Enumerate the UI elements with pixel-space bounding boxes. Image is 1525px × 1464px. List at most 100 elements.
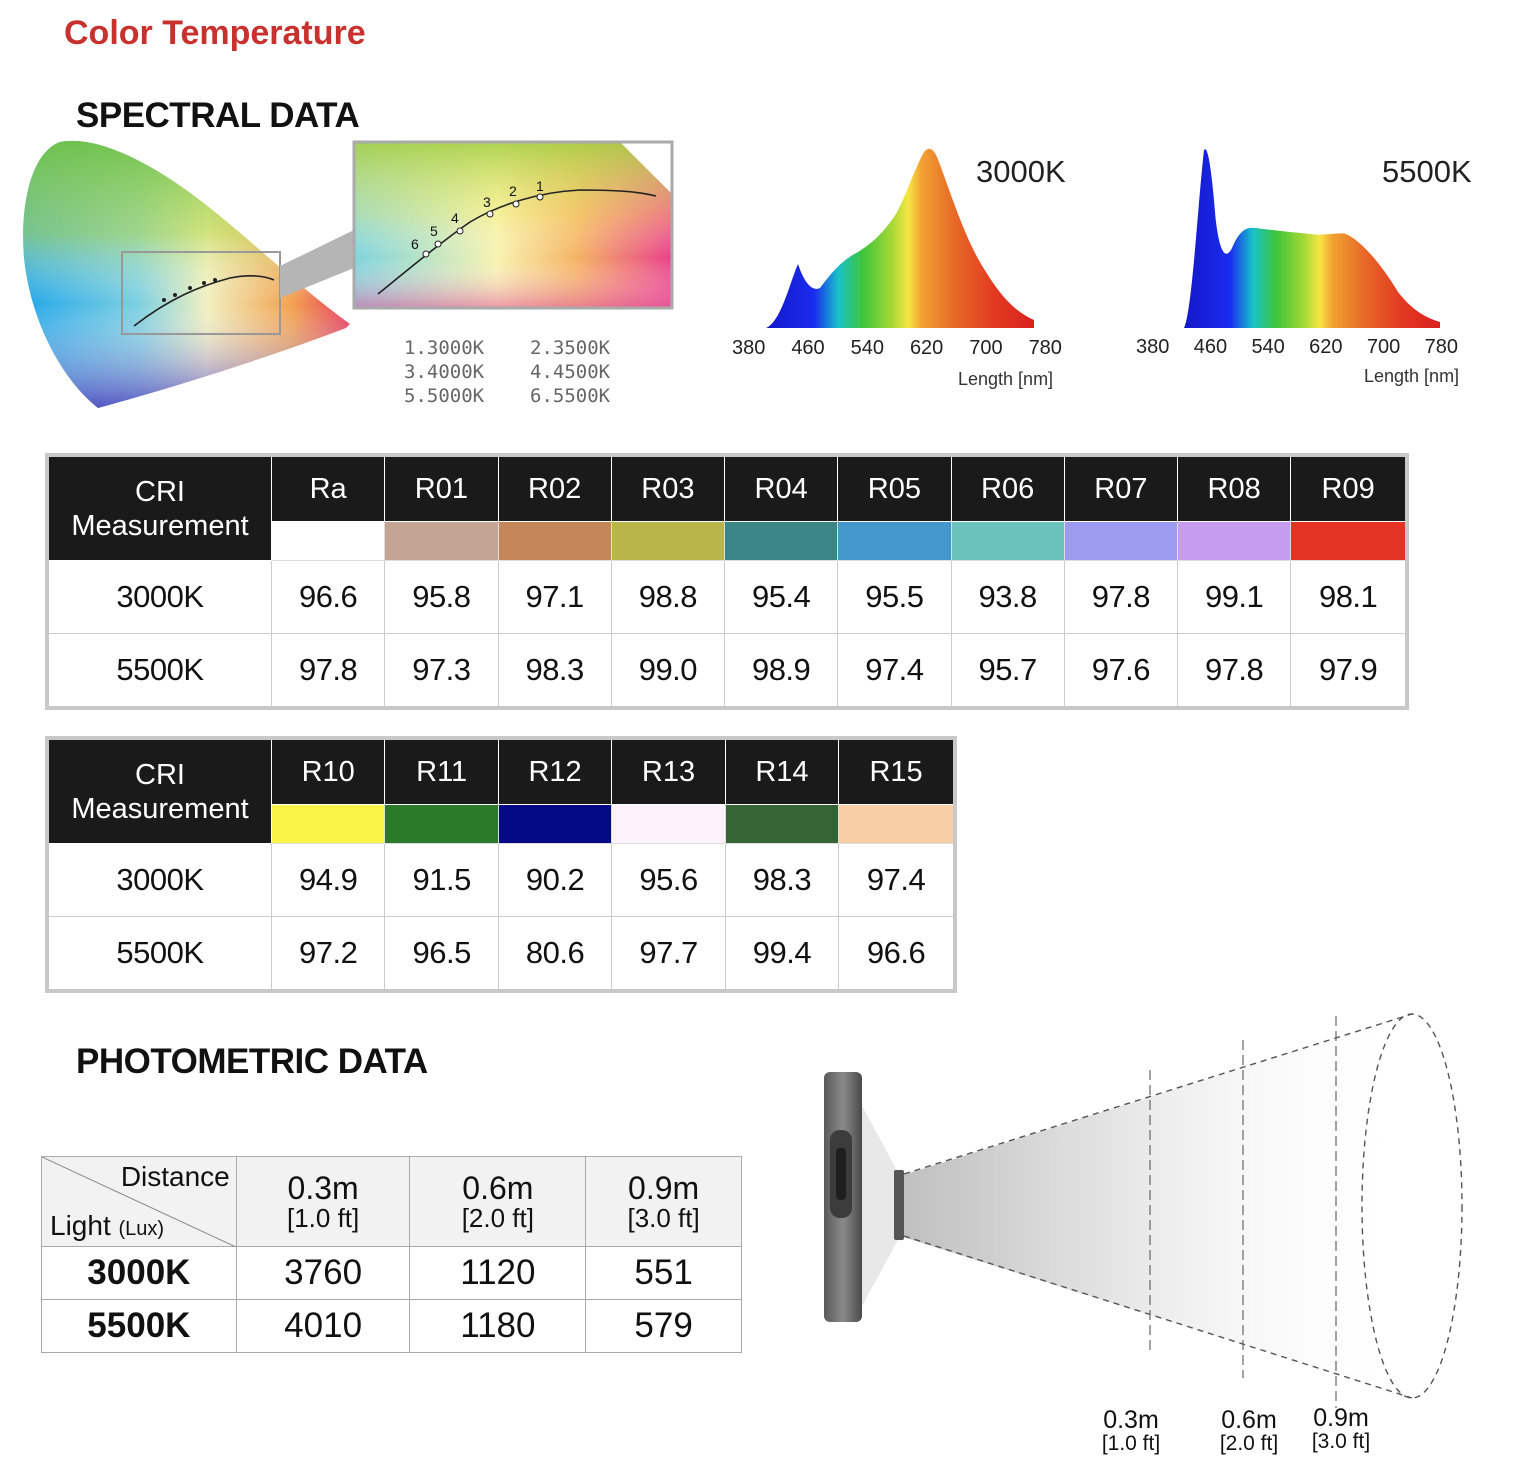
cone-label-ft: [2.0 ft]	[1219, 1432, 1279, 1455]
locus-label-3: 3	[483, 194, 491, 210]
photometric-heading: PHOTOMETRIC DATA	[76, 1042, 428, 1081]
row-label: 3000K	[46, 560, 272, 634]
color-swatch	[497, 521, 612, 561]
table-cell: 4010	[235, 1299, 411, 1353]
axis-tick: 540	[1251, 336, 1285, 358]
spectrum-5500k-label: 5500K	[1382, 154, 1472, 189]
page-title: Color Temperature	[64, 14, 366, 52]
table-cell: 97.1	[497, 560, 612, 634]
column-header: R14	[724, 737, 840, 805]
table-cell: 99.1	[1176, 560, 1292, 634]
cone-label-0.9m: 0.9m [3.0 ft]	[1306, 1405, 1376, 1453]
table-cell: 99.0	[610, 633, 726, 709]
table-cell: 551	[585, 1246, 742, 1300]
axis-tick: 780	[1424, 336, 1458, 358]
legend-item: 6.5500K	[530, 385, 611, 407]
color-swatch	[837, 521, 952, 561]
table-cell: 95.7	[950, 633, 1065, 709]
distance-ft: [1.0 ft]	[286, 1202, 360, 1233]
cie-diagram: 1 2 3 4 5 6	[23, 140, 674, 408]
cri-header-line1: CRI	[135, 475, 185, 508]
spectrum-3000k-label: 3000K	[976, 154, 1066, 189]
locus-label-5: 5	[430, 223, 438, 239]
table-cell: 3760	[235, 1246, 411, 1300]
distance-m: 0.6m	[462, 1169, 534, 1206]
distance-ft: [3.0 ft]	[627, 1202, 700, 1233]
photometric-table: Distance Light (Lux) 0.3m [1.0 ft] 0.6m …	[41, 1156, 742, 1353]
cri-header-cell: CRI Measurement	[46, 737, 272, 844]
legend-item: 5.5000K	[404, 385, 485, 407]
table-cell: 95.6	[611, 843, 726, 917]
table-cell: 97.7	[611, 916, 726, 992]
cone-label-0.6m: 0.6m [2.0 ft]	[1214, 1407, 1284, 1455]
column-header: Ra	[270, 454, 386, 522]
column-header: R08	[1176, 454, 1292, 522]
table-cell: 97.2	[270, 916, 386, 992]
table-row: 3000K 3760 1120 551	[41, 1246, 742, 1300]
cone-label-ft: [1.0 ft]	[1101, 1432, 1161, 1455]
axis-tick: 700	[1366, 336, 1401, 358]
distance-header: 0.9m [3.0 ft]	[585, 1156, 742, 1247]
row-label: 3000K	[41, 1246, 237, 1300]
distance-m: 0.9m	[628, 1169, 700, 1206]
table-cell: 97.4	[838, 843, 956, 917]
table-cell: 97.8	[1176, 633, 1292, 709]
color-swatch	[950, 521, 1065, 561]
distance-header: 0.3m [1.0 ft]	[235, 1156, 411, 1247]
corner-distance-label: Distance	[120, 1161, 230, 1192]
table-cell: 98.3	[497, 633, 612, 709]
table-cell: 98.3	[724, 843, 840, 917]
row-label: 3000K	[46, 843, 272, 917]
column-header: R01	[384, 454, 499, 522]
legend-item: 3.4000K	[404, 361, 485, 383]
cri-header-line2: Measurement	[71, 509, 249, 542]
column-header: R07	[1063, 454, 1179, 522]
table-cell: 97.8	[270, 633, 386, 709]
axis-tick: 540	[850, 337, 884, 359]
cone-label-m: 0.6m	[1221, 1406, 1277, 1434]
color-swatch	[610, 521, 726, 561]
color-swatch	[838, 804, 956, 844]
locus-label-6: 6	[411, 236, 419, 252]
legend-item: 2.3500K	[530, 337, 611, 359]
spectrum-3000k-unit: Length [nm]	[958, 369, 1054, 389]
axis-tick: 700	[969, 337, 1003, 359]
axis-tick: 620	[909, 337, 944, 359]
table-cell: 95.4	[723, 560, 839, 634]
color-swatch	[724, 804, 840, 844]
cri-table-2: CRI Measurement R10 R11 R12 R13 R14 R15 …	[45, 736, 957, 993]
row-label: 5500K	[46, 916, 272, 992]
table-cell: 91.5	[384, 843, 499, 917]
spectrum-5500k	[1184, 149, 1440, 328]
distance-m: 0.3m	[287, 1169, 359, 1206]
table-cell: 95.8	[384, 560, 499, 634]
table-cell: 96.5	[384, 916, 499, 992]
table-cell: 96.6	[838, 916, 956, 992]
column-header: R06	[950, 454, 1065, 522]
column-header: R05	[837, 454, 952, 522]
axis-tick: 380	[1136, 336, 1170, 358]
distance-ft: [2.0 ft]	[461, 1202, 534, 1233]
color-swatch	[384, 804, 499, 844]
column-header: R02	[497, 454, 612, 522]
spectrum-5500k-unit: Length [nm]	[1364, 366, 1460, 386]
table-cell: 90.2	[497, 843, 613, 917]
table-row: 5500K 4010 1180 579	[41, 1299, 742, 1353]
corner-lux-label: (Lux)	[118, 1218, 165, 1240]
column-header: R09	[1290, 454, 1408, 522]
table-cell: 94.9	[270, 843, 386, 917]
column-header: R12	[497, 737, 613, 805]
spectral-heading: SPECTRAL DATA	[76, 96, 360, 135]
column-header: R04	[723, 454, 839, 522]
table-row: 5500K 97.8 97.3 98.3 99.0 98.9 97.4 95.7…	[46, 633, 1408, 709]
row-label: 5500K	[46, 633, 272, 709]
cri-header-cell: CRI Measurement	[46, 454, 272, 561]
table-cell: 93.8	[950, 560, 1065, 634]
table-cell: 97.4	[837, 633, 952, 709]
cone-label-0.3m: 0.3m [1.0 ft]	[1096, 1407, 1166, 1455]
axis-tick: 460	[791, 337, 825, 359]
spectrum-5500k-axis: 380 460 540 620 700 780	[1136, 336, 1458, 359]
cone-label-m: 0.3m	[1103, 1406, 1159, 1434]
color-swatch	[270, 804, 386, 844]
column-header: R11	[384, 737, 499, 805]
